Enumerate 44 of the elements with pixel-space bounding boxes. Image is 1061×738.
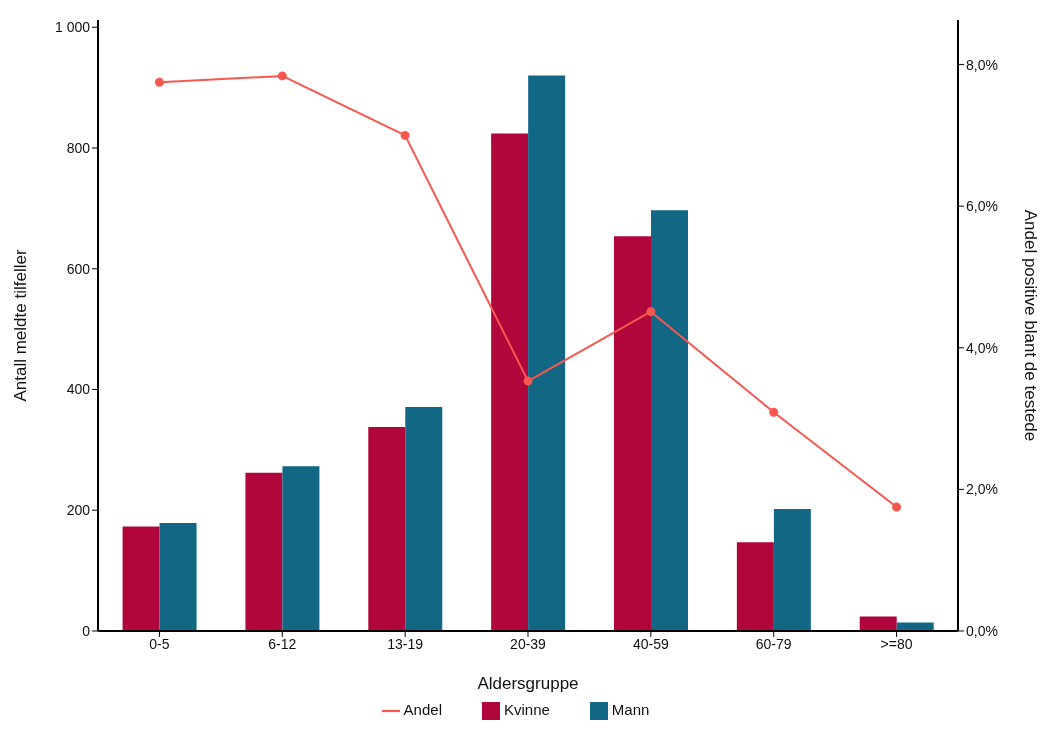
legend-label: Kvinne — [503, 700, 550, 718]
x-tick-label: 0-5 — [149, 635, 170, 652]
bar — [122, 526, 160, 631]
y-tick-label: 0 — [82, 622, 91, 639]
bar — [282, 466, 320, 631]
y-tick-label: 400 — [66, 381, 91, 398]
point — [523, 376, 533, 386]
bar — [614, 236, 651, 631]
y2-tick-label: 2,0% — [966, 481, 998, 498]
y2-tick-label: 6,0% — [966, 198, 998, 215]
y-axis-title: Antall meldte tilfeller — [11, 249, 31, 402]
point — [277, 71, 287, 81]
legend-label: Andel — [403, 700, 442, 718]
bar — [859, 616, 897, 631]
bar — [773, 509, 811, 631]
point — [769, 407, 779, 417]
y-tick-label: 1 000 — [54, 19, 91, 36]
y2-tick-label: 8,0% — [966, 56, 998, 73]
y-tick-label: 200 — [66, 502, 91, 519]
bar — [368, 426, 406, 631]
point — [154, 77, 164, 87]
x-tick-label: 60-79 — [755, 635, 792, 652]
x-tick-label: >=80 — [880, 635, 913, 652]
bar — [245, 472, 283, 631]
bar — [405, 406, 443, 631]
y-tick-label: 800 — [66, 139, 91, 156]
y2-tick-label: 4,0% — [966, 339, 998, 356]
point — [646, 307, 656, 317]
point — [892, 502, 902, 512]
x-axis-title: Aldersgruppe — [477, 673, 579, 693]
bar — [159, 522, 197, 631]
x-tick-label: 6-12 — [268, 635, 297, 652]
legend-label: Mann — [611, 700, 650, 718]
bar — [736, 542, 774, 631]
y-tick-label: 600 — [66, 260, 91, 277]
bar — [651, 210, 688, 631]
y2-axis-title: Andel positive blant de testede — [1020, 209, 1040, 442]
x-tick-label: 13-19 — [387, 635, 424, 652]
y2-tick-label: 0,0% — [966, 622, 998, 639]
bar — [528, 75, 566, 631]
x-tick-label: 40-59 — [632, 635, 669, 652]
point — [400, 130, 410, 140]
x-tick-label: 20-39 — [510, 635, 547, 652]
bar — [491, 133, 529, 631]
